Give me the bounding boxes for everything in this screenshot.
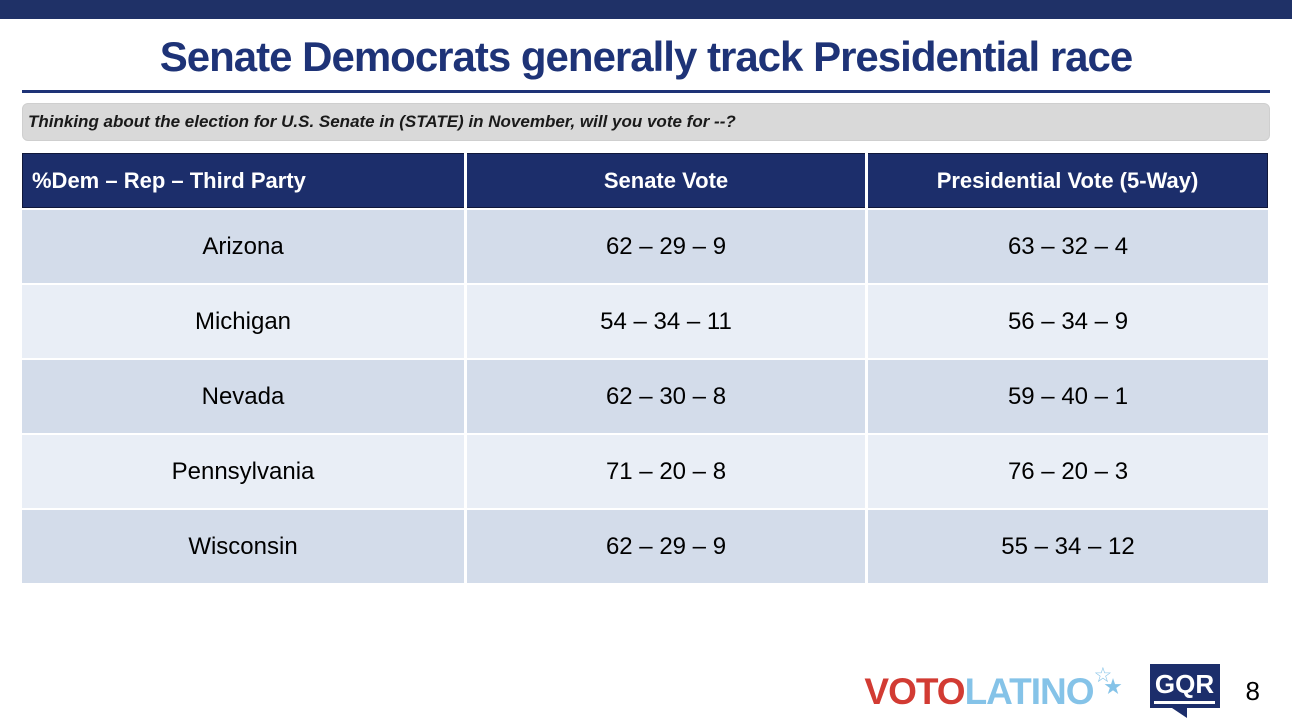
table-row: Wisconsin 62 – 29 – 9 55 – 34 – 12 [22, 510, 1270, 583]
title-divider [22, 90, 1270, 93]
senate-vote-value: 62 – 29 – 9 [467, 210, 865, 283]
table-row: Nevada 62 – 30 – 8 59 – 40 – 1 [22, 360, 1270, 433]
header-dem-rep-third: %Dem – Rep – Third Party [22, 153, 464, 208]
slide-title: Senate Democrats generally track Preside… [159, 33, 1134, 80]
presidential-vote-value: 56 – 34 – 9 [868, 285, 1268, 358]
state-name: Michigan [22, 285, 464, 358]
footer: VOTO LATINO ☆ ★ GQR 8 [864, 664, 1260, 718]
star-outline-icon: ☆ [1093, 663, 1113, 687]
state-name: Nevada [22, 360, 464, 433]
table-row: Michigan 54 – 34 – 11 56 – 34 – 9 [22, 285, 1270, 358]
top-accent-bar [0, 0, 1292, 21]
header-senate-vote: Senate Vote [467, 153, 865, 208]
table-header-row: %Dem – Rep – Third Party Senate Vote Pre… [22, 153, 1270, 208]
senate-vote-value: 62 – 30 – 8 [467, 360, 865, 433]
table-row: Pennsylvania 71 – 20 – 8 76 – 20 – 3 [22, 435, 1270, 508]
gqr-logo-text: GQR [1153, 669, 1216, 704]
survey-question-box: Thinking about the election for U.S. Sen… [22, 103, 1270, 141]
page-number: 8 [1245, 675, 1260, 706]
results-table: %Dem – Rep – Third Party Senate Vote Pre… [22, 153, 1270, 583]
senate-vote-value: 54 – 34 – 11 [467, 285, 865, 358]
senate-vote-value: 62 – 29 – 9 [467, 510, 865, 583]
presidential-vote-value: 76 – 20 – 3 [868, 435, 1268, 508]
presidential-vote-value: 59 – 40 – 1 [868, 360, 1268, 433]
senate-vote-value: 71 – 20 – 8 [467, 435, 865, 508]
presidential-vote-value: 63 – 32 – 4 [868, 210, 1268, 283]
gqr-logo: GQR [1149, 664, 1220, 718]
state-name: Arizona [22, 210, 464, 283]
voto-latino-logo: VOTO LATINO ☆ ★ [864, 665, 1123, 712]
presidential-vote-value: 55 – 34 – 12 [868, 510, 1268, 583]
table-row: Arizona 62 – 29 – 9 63 – 32 – 4 [22, 210, 1270, 283]
header-presidential-vote: Presidential Vote (5-Way) [868, 153, 1268, 208]
survey-question-text: Thinking about the election for U.S. Sen… [28, 112, 736, 131]
voto-logo-text: VOTO [864, 670, 965, 712]
gqr-logo-tail [1171, 708, 1187, 718]
latino-logo-text: LATINO [964, 670, 1095, 712]
voto-latino-stars: ☆ ★ [1094, 665, 1124, 709]
state-name: Pennsylvania [22, 435, 464, 508]
star-filled-icon: ★ [1104, 676, 1122, 698]
state-name: Wisconsin [22, 510, 464, 583]
